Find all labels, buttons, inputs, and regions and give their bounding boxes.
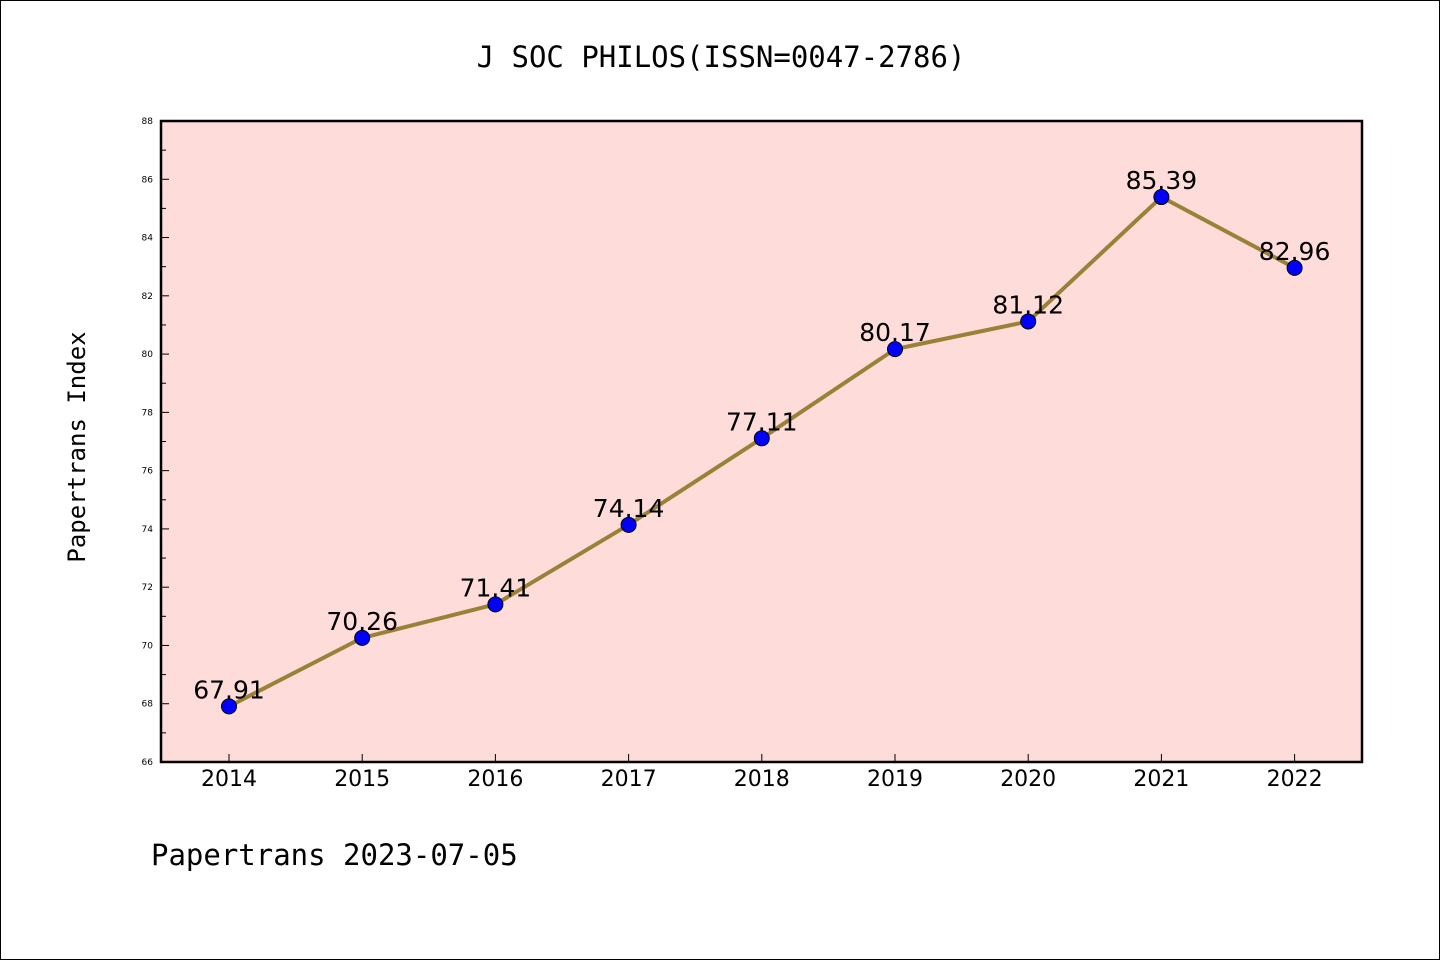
- x-tick-label: 2022: [1267, 767, 1323, 792]
- chart-footer: Papertrans 2023-07-05: [151, 838, 518, 872]
- data-point: [354, 629, 371, 646]
- x-tick-label: 2016: [467, 767, 523, 792]
- plot-frame: [159, 119, 1364, 764]
- x-tick-label: 2021: [1133, 767, 1189, 792]
- y-tick-label: 82: [142, 292, 153, 302]
- series-layer: 67.91 70.26 71.41 74.14 77.11 80.17 81.12 85.39…: [193, 166, 1331, 715]
- data-label: 71.41: [460, 573, 532, 602]
- data-point: [487, 596, 504, 613]
- data-point: [620, 516, 637, 533]
- data-point: [221, 698, 237, 715]
- chart-title: J SOC PHILOS(ISSN=0047-2786): [477, 40, 966, 74]
- data-point: [753, 430, 770, 447]
- y-tick-label: 80: [142, 350, 154, 360]
- data-point: [887, 341, 903, 358]
- data-point: [1020, 313, 1037, 330]
- x-tick-label: 2014: [201, 767, 257, 792]
- x-tick-label: 2015: [334, 767, 390, 792]
- y-tick-label: 74: [142, 525, 154, 535]
- data-label: 81.12: [992, 290, 1064, 319]
- data-label: 74.14: [593, 494, 665, 523]
- data-label: 77.11: [726, 407, 798, 436]
- x-tick-label: 2019: [867, 767, 923, 792]
- y-tick-label: 70: [142, 641, 154, 651]
- data-label: 80.17: [859, 318, 931, 347]
- y-axis-label: Papertrans Index: [63, 331, 91, 562]
- x-axis: 2014 2015 2016 2017 2018 2019 2020 2021 2022: [201, 754, 1323, 792]
- y-tick-label: 78: [142, 408, 154, 418]
- y-tick-label: 72: [142, 583, 153, 593]
- data-point: [1286, 259, 1303, 276]
- y-tick-label: 86: [142, 175, 154, 185]
- data-point: [1153, 189, 1170, 206]
- data-label: 85.39: [1126, 166, 1198, 195]
- x-tick-label: 2017: [601, 767, 657, 792]
- data-label: 82.96: [1259, 237, 1331, 266]
- y-tick-label: 76: [142, 467, 154, 477]
- y-tick-label: 88: [142, 117, 154, 127]
- y-tick-label: 66: [142, 758, 154, 768]
- x-tick-label: 2018: [734, 767, 790, 792]
- data-label: 67.91: [193, 675, 265, 704]
- y-tick-label: 84: [142, 234, 154, 244]
- data-label: 70.26: [326, 607, 398, 636]
- y-tick-label: 68: [142, 700, 154, 710]
- y-axis: 66 68 70 72 74 76 78 80 82 84 86 88: [142, 117, 169, 768]
- x-tick-label: 2020: [1000, 767, 1056, 792]
